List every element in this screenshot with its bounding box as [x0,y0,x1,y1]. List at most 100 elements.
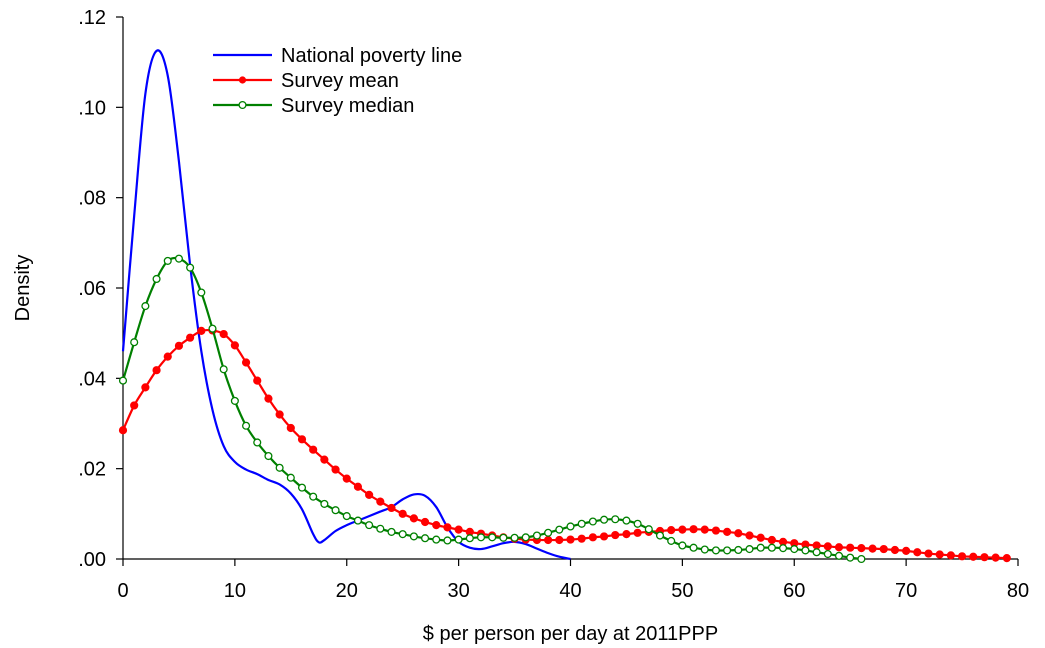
data-point [230,341,239,350]
data-point [152,274,161,284]
data-point [320,455,329,464]
data-point [297,483,307,492]
data-point [566,535,575,544]
data-point [320,499,329,508]
data-point [510,533,519,542]
data-point [174,254,183,263]
data-point [353,516,362,525]
data-point [857,554,866,564]
data-point [130,338,139,347]
y-tick-label: .04 [78,368,106,390]
data-point [890,545,900,555]
legend-item: Survey mean [213,70,399,92]
data-point [163,352,172,361]
data-point [454,525,463,534]
data-point [689,525,698,534]
data-point [544,528,553,537]
data-point [454,535,463,544]
legend-label: National poverty line [281,45,462,67]
data-point [723,527,732,537]
data-point [846,543,855,552]
data-point [588,517,597,526]
data-point [432,535,441,544]
data-point [387,503,396,513]
data-point [644,525,653,534]
series-line [121,49,571,561]
x-tick-label: 40 [559,580,581,602]
chart-series-layer [118,49,1011,564]
data-point [186,263,195,272]
y-tick-label: .00 [78,549,106,571]
data-point [297,435,307,444]
data-point [421,534,430,543]
data-point [521,533,530,542]
data-point [118,426,128,435]
data-point [600,515,609,524]
data-point [633,528,642,537]
data-point [376,497,385,506]
x-tick-label: 50 [671,580,693,602]
data-point [275,410,284,419]
x-tick-label: 70 [895,580,917,602]
y-tick-label: .06 [78,278,106,300]
data-point [633,519,642,528]
data-point [801,546,810,555]
legend-marker [238,76,247,84]
data-point [555,525,564,534]
data-point [286,473,295,482]
data-point [342,474,351,483]
data-point [779,544,788,553]
y-axis-title: Density [12,255,34,322]
data-point [398,509,407,518]
data-point [499,533,508,542]
series-0 [121,49,571,561]
chart-axes: 0 10 20 30 40 50 60 70 80 .00 .02 .04 .06 .08 .10 .12 [78,7,1029,602]
data-point [846,553,855,562]
data-point [174,341,184,350]
data-point [667,525,676,535]
data-point [734,529,743,538]
legend-marker [238,100,247,110]
legend-label: Survey median [281,95,414,117]
data-point [253,376,262,385]
data-point [566,522,575,531]
data-point [611,530,620,540]
data-point [342,512,351,521]
data-point [219,365,228,374]
data-point [532,531,541,540]
data-point [745,531,754,540]
data-point [432,521,441,530]
data-point [152,366,161,375]
data-point [163,256,172,265]
data-point [141,302,150,311]
data-point [376,524,385,533]
data-point [476,533,486,542]
data-point [465,534,474,543]
y-tick-label: .02 [78,459,106,481]
data-point [1002,553,1011,563]
legend-item: National poverty line [213,45,462,67]
data-point [991,553,1000,562]
data-point [588,533,597,542]
data-point [577,519,586,528]
x-tick-label: 20 [336,580,358,602]
data-point [857,544,866,553]
data-point [264,451,273,461]
data-point [678,525,687,534]
y-tick-label: .08 [78,188,106,210]
chart-legend: National poverty line Survey mean Survey m… [213,45,462,117]
data-point [745,545,754,554]
data-point [790,545,799,554]
data-point [868,544,877,553]
series-1 [118,326,1011,563]
data-point [599,532,609,541]
data-point [667,536,676,545]
data-point [286,423,295,433]
data-point [812,548,821,557]
data-point [924,549,933,558]
data-point [734,545,743,555]
data-point [823,549,832,559]
x-tick-label: 10 [224,580,246,602]
data-point [555,535,564,545]
